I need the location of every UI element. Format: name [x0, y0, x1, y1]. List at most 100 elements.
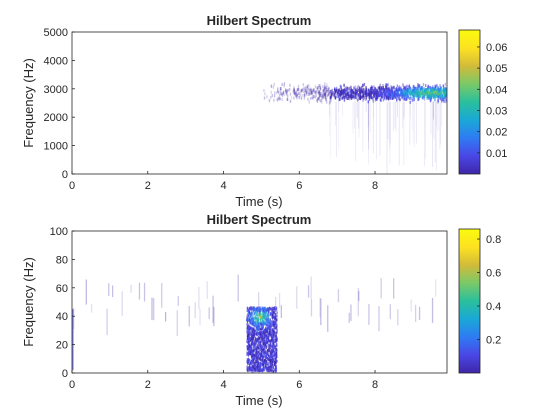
spectrum-point: [325, 98, 328, 102]
spectrum-point: [273, 307, 275, 311]
spectrum-point: [270, 333, 272, 336]
spectrum-point: [256, 363, 258, 367]
spectrum-point: [397, 96, 400, 100]
spectrum-point: [421, 92, 424, 96]
spectrum-point: [326, 89, 329, 93]
spectrum-point: [431, 90, 434, 94]
spectrum-point: [265, 353, 268, 357]
spectrum-point: [431, 88, 433, 92]
spectrum-point: [276, 323, 278, 327]
spectrum-point: [263, 322, 265, 326]
spectrum-point: [300, 96, 303, 100]
spectrum-point: [251, 340, 253, 344]
spectrum-point: [276, 329, 278, 332]
spectrum-point: [269, 308, 271, 311]
spectrum-point: [255, 309, 257, 313]
y-tick-label: 3000: [44, 84, 68, 96]
spectrum-point: [257, 317, 259, 321]
spectrum-point: [294, 92, 296, 96]
spectrum-point: [275, 361, 278, 364]
spectrum-point: [268, 346, 270, 349]
spectrum-point: [286, 89, 288, 93]
spectrum-point: [357, 85, 360, 89]
spectrum-point: [263, 368, 265, 371]
spectrum-point: [386, 89, 389, 93]
spectrum-point: [265, 333, 267, 337]
spectrum-point: [247, 328, 250, 332]
spectrum-point: [304, 86, 307, 90]
spectrum-point: [373, 91, 375, 95]
spectrum-point: [261, 359, 263, 362]
spectrum-point: [262, 335, 264, 338]
spectrum-point: [319, 94, 321, 98]
spectrum-point: [385, 84, 387, 88]
spectrum-point: [393, 91, 395, 95]
spectrum-point: [436, 94, 438, 98]
spectrum-point: [397, 93, 400, 97]
spectrum-point: [259, 325, 261, 328]
spectrum-point: [268, 365, 270, 369]
spectrum-point: [253, 328, 255, 332]
spectrum-point: [255, 361, 257, 365]
spectrum-point: [260, 367, 262, 371]
spectrum-point: [373, 93, 375, 97]
spectrum-point: [430, 94, 433, 98]
spectrum-point: [394, 95, 397, 99]
spectrum-point: [267, 325, 269, 328]
spectrum-point: [405, 85, 407, 89]
spectrum-point: [272, 352, 274, 355]
spectrum-point: [254, 369, 256, 373]
spectrum-point: [252, 331, 255, 335]
spectrum-point: [263, 344, 266, 347]
spectrum-point: [264, 342, 267, 346]
spectrum-point: [316, 98, 318, 102]
spectrum-point: [367, 100, 369, 104]
spectrum-point: [249, 366, 251, 370]
spectrum-point: [418, 84, 421, 88]
spectrum-point: [382, 84, 384, 88]
spectrum-point: [269, 324, 271, 327]
spectrum-point: [336, 94, 338, 98]
spectrum-point: [250, 333, 252, 337]
spectrum-point: [261, 317, 264, 320]
spectrum-point: [255, 354, 257, 357]
spectrum-point: [324, 91, 327, 95]
spectrum-point: [323, 92, 326, 96]
spectrum-point: [370, 96, 373, 100]
spectrum-point: [293, 91, 295, 95]
spectrum-point: [250, 348, 252, 351]
spectrum-point: [274, 313, 276, 316]
spectrum-point: [274, 368, 276, 372]
spectrum-point: [411, 98, 414, 102]
spectrum-point: [353, 86, 355, 90]
spectrum-point: [267, 312, 269, 316]
spectrum-point: [417, 95, 420, 99]
spectrum-point: [253, 312, 255, 316]
spectrum-point: [249, 337, 252, 340]
spectrum-point: [420, 85, 423, 89]
spectrum-point: [282, 91, 284, 95]
spectrum-point: [298, 88, 300, 92]
spectrum-point: [395, 93, 397, 97]
spectrum-point: [373, 88, 376, 92]
spectrum-point: [289, 99, 292, 103]
spectrum-point: [270, 314, 272, 317]
spectrum-point: [252, 350, 254, 353]
spectrum-point: [367, 91, 370, 95]
spectrum-point: [413, 91, 416, 95]
spectrum-point: [258, 356, 260, 360]
spectrum-point: [441, 89, 443, 93]
spectrum-point: [414, 94, 416, 98]
spectrum-point: [258, 324, 260, 328]
spectrum-point: [269, 318, 272, 321]
spectrum-point: [326, 94, 329, 98]
spectrum-point: [265, 328, 267, 332]
spectrum-point: [255, 310, 258, 314]
spectrum-point: [256, 360, 258, 364]
spectrum-point: [256, 307, 258, 311]
spectrum-point: [439, 96, 441, 100]
spectrum-point: [275, 359, 277, 362]
spectrum-point: [259, 367, 262, 371]
spectrum-point: [307, 93, 309, 97]
spectrum-point: [246, 352, 248, 355]
